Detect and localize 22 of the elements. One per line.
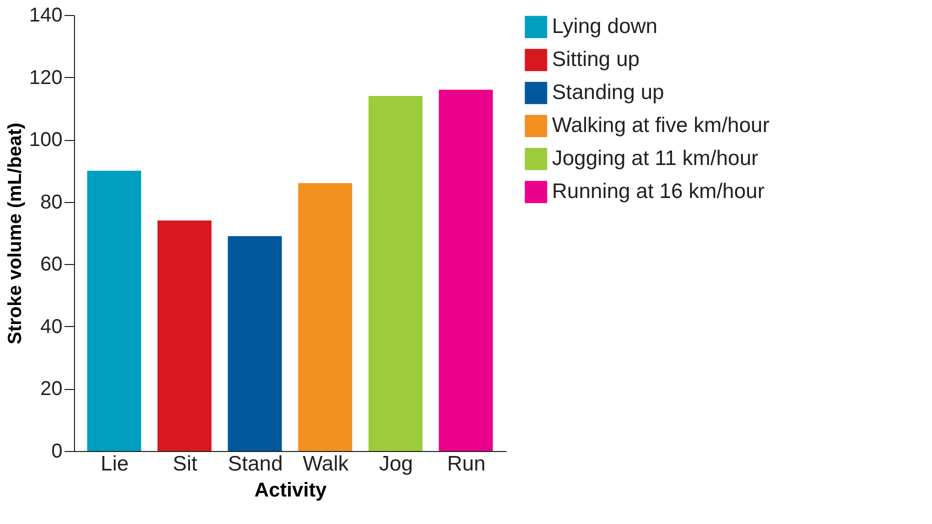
y-tick-label: 100	[29, 129, 62, 152]
legend-label: Running at 16 km/hour	[552, 180, 764, 203]
y-tick-label: 60	[40, 254, 62, 276]
legend-label: Walking at five km/hour	[552, 114, 770, 137]
x-tick-label: Jog	[379, 452, 413, 476]
y-tick-label: 20	[40, 378, 62, 400]
x-axis-title: Activity	[254, 480, 328, 502]
legend-label: Lying down	[552, 15, 658, 38]
x-tick-label: Lie	[100, 452, 129, 476]
y-tick-label: 120	[29, 66, 62, 89]
legend-label: Sitting up	[552, 48, 640, 71]
y-tick-label: 80	[40, 191, 62, 214]
y-tick-label: 0	[51, 440, 62, 462]
y-axis-title: Stroke volume (mL/beat)	[5, 122, 26, 344]
x-tick-label: Stand	[228, 452, 283, 476]
y-tick-label: 140	[29, 4, 62, 26]
x-tick-label: Run	[447, 452, 486, 476]
y-tick-label: 40	[40, 316, 62, 338]
x-tick-label: Sit	[172, 452, 198, 476]
legend-label: Standing up	[552, 81, 664, 104]
legend-label: Jogging at 11 km/hour	[552, 147, 758, 170]
x-tick-label: Walk	[302, 452, 350, 476]
